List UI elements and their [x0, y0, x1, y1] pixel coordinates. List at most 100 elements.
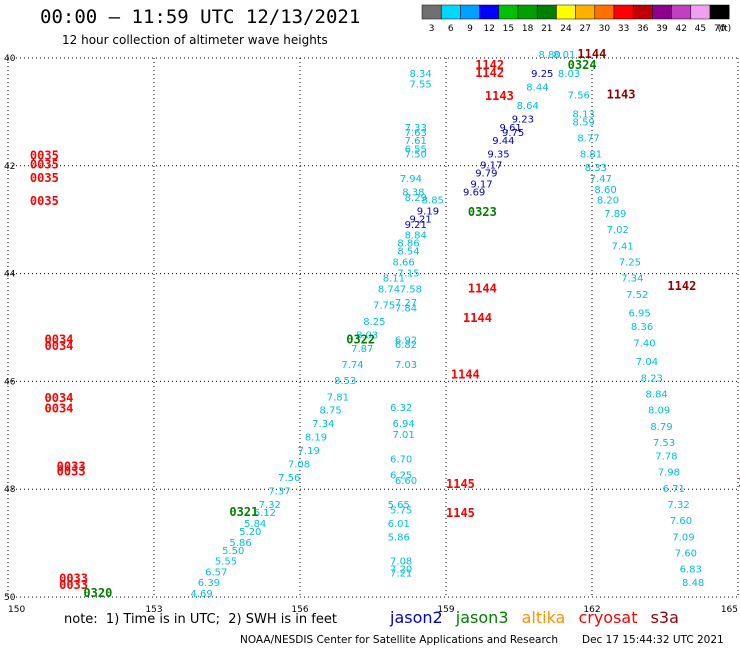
footnote: note: 1) Time is in UTC; 2) SWH is in fe…	[64, 612, 337, 627]
scale-label: 24	[560, 24, 572, 34]
wave-height-label: 9.75	[502, 128, 524, 139]
wave-height-label: 8.54	[397, 247, 419, 258]
scale-label: 33	[618, 24, 629, 34]
wave-height-label: 7.55	[410, 80, 432, 91]
track-time-label: 1142	[667, 279, 696, 293]
wave-height-label: 6.82	[395, 340, 417, 351]
lon-tick-label: 162	[583, 605, 600, 615]
generation-timestamp: Dec 17 15:44:32 UTC 2021	[582, 634, 724, 646]
lon-tick-label: 150	[8, 605, 25, 615]
wave-height-label: 8.38	[402, 187, 424, 198]
track-time-label: 0033	[59, 578, 88, 592]
wave-height-label: 7.08	[390, 557, 412, 568]
wave-height-label: 8.84	[405, 231, 427, 242]
track-time-label: 1144	[738, 476, 740, 490]
scale-label: 6	[448, 24, 454, 34]
satellite-s3a: s3a	[650, 608, 679, 627]
wave-height-label: 8.75	[319, 406, 341, 417]
scale-label: 3	[429, 24, 435, 34]
scale-label: 45	[695, 24, 706, 34]
wave-height-label: 8.20	[597, 196, 619, 207]
wave-height-label: 7.03	[395, 360, 417, 371]
track-time-label: 0033	[57, 459, 86, 473]
wave-height-label: 6.57	[205, 567, 227, 578]
wave-height-label: 7.63	[405, 128, 427, 139]
wave-height-label: 8.44	[526, 82, 548, 93]
wave-height-label: 7.34	[312, 419, 334, 430]
lon-tick-label: 156	[291, 605, 308, 615]
track-time-label: 1143	[485, 89, 514, 103]
wave-height-label: 7.74	[341, 360, 363, 371]
scale-label: 9	[467, 24, 473, 34]
wave-height-label: 7.33	[405, 123, 427, 134]
color-scale: 3 6 9 12 15 18 21 24 27 30 33 36 39 42 45 70(ft)	[421, 4, 732, 34]
wave-height-label: 7.81	[327, 392, 349, 403]
wave-height-label: 7.37	[268, 487, 290, 498]
wave-height-label: 5.55	[215, 557, 237, 568]
scale-label: 27	[579, 24, 590, 34]
wave-height-label: 7.61	[405, 136, 427, 147]
satellite-jason2: jason2	[390, 608, 443, 627]
track-time-label: 0034	[45, 333, 74, 347]
track-time-label: 0323	[468, 205, 497, 219]
wave-height-label: 7.47	[590, 174, 612, 185]
track-time-label: 0324	[568, 58, 597, 72]
wave-height-label: 8.33	[585, 163, 607, 174]
scale-label: 18	[522, 24, 534, 34]
wave-height-label: 8.13	[573, 109, 595, 120]
scale-unit: (ft)	[718, 24, 732, 34]
track-time-label: 0321	[229, 505, 258, 519]
wave-height-label: 9.21	[410, 214, 432, 225]
wave-height-label: 7.09	[672, 532, 694, 543]
scale-label: 36	[637, 24, 649, 34]
wave-height-label: 6.70	[390, 454, 412, 465]
wave-height-label: 9.25	[531, 69, 553, 80]
wave-height-label: 7.58	[400, 284, 422, 295]
wave-height-label: 7.56	[278, 473, 300, 484]
wave-height-label: 7.02	[607, 225, 629, 236]
wave-height-label: 9.69	[463, 187, 485, 198]
lon-tick-label: 165	[721, 605, 738, 615]
wave-height-label: 7.19	[298, 446, 320, 457]
wave-height-label: 5.50	[222, 546, 244, 557]
wave-height-label: 8.29	[405, 193, 427, 204]
wave-height-label: 8.25	[363, 317, 385, 328]
track-time-label: 0035	[30, 171, 59, 185]
wave-height-label: 9.21	[405, 220, 427, 231]
wave-height-label: 8.84	[646, 390, 668, 401]
wave-height-label: 8.09	[648, 406, 670, 417]
wave-height-label: 5.84	[244, 519, 266, 530]
track-time-label: 1144	[451, 368, 480, 382]
wave-height-label: 5.20	[239, 527, 261, 538]
wave-height-label: 5.86	[388, 532, 410, 543]
wave-height-label: 8.77	[577, 134, 599, 145]
track-time-label: 0034	[45, 391, 74, 405]
wave-height-label: 7.94	[400, 174, 422, 185]
wave-height-label: 6.94	[392, 419, 414, 430]
wave-height-label: 6.92	[395, 336, 417, 347]
wave-height-label: 9.17	[470, 179, 492, 190]
wave-height-label: 8.48	[682, 578, 704, 589]
wave-height-label: 8.86	[397, 239, 419, 250]
track-time-label: 0034	[45, 402, 74, 416]
track-time-label: 1142	[475, 66, 504, 80]
wave-height-label: 8.85	[422, 196, 444, 207]
wave-height-label: 5.86	[229, 538, 251, 549]
wave-height-label: 9.35	[487, 150, 509, 161]
wave-height-label: 9.17	[480, 160, 502, 171]
track-time-label: 0320	[83, 586, 112, 600]
wave-height-label: 8.19	[305, 433, 327, 444]
wave-height-label: 5.75	[390, 505, 412, 516]
wave-height-label: 7.25	[619, 258, 641, 269]
wave-height-label: 7.50	[405, 150, 427, 161]
wave-height-label: 6.71	[663, 484, 685, 495]
wave-height-label: 6.55	[405, 144, 427, 155]
wave-height-label: 5.65	[388, 500, 410, 511]
wave-height-label: 7.32	[259, 500, 281, 511]
satellite-altika: altika	[521, 608, 566, 627]
wave-height-label: 9.44	[492, 136, 514, 147]
wave-height-label: 8.59	[573, 117, 595, 128]
wave-height-label: 8.81	[580, 150, 602, 161]
track-time-label: 1142	[475, 58, 504, 72]
